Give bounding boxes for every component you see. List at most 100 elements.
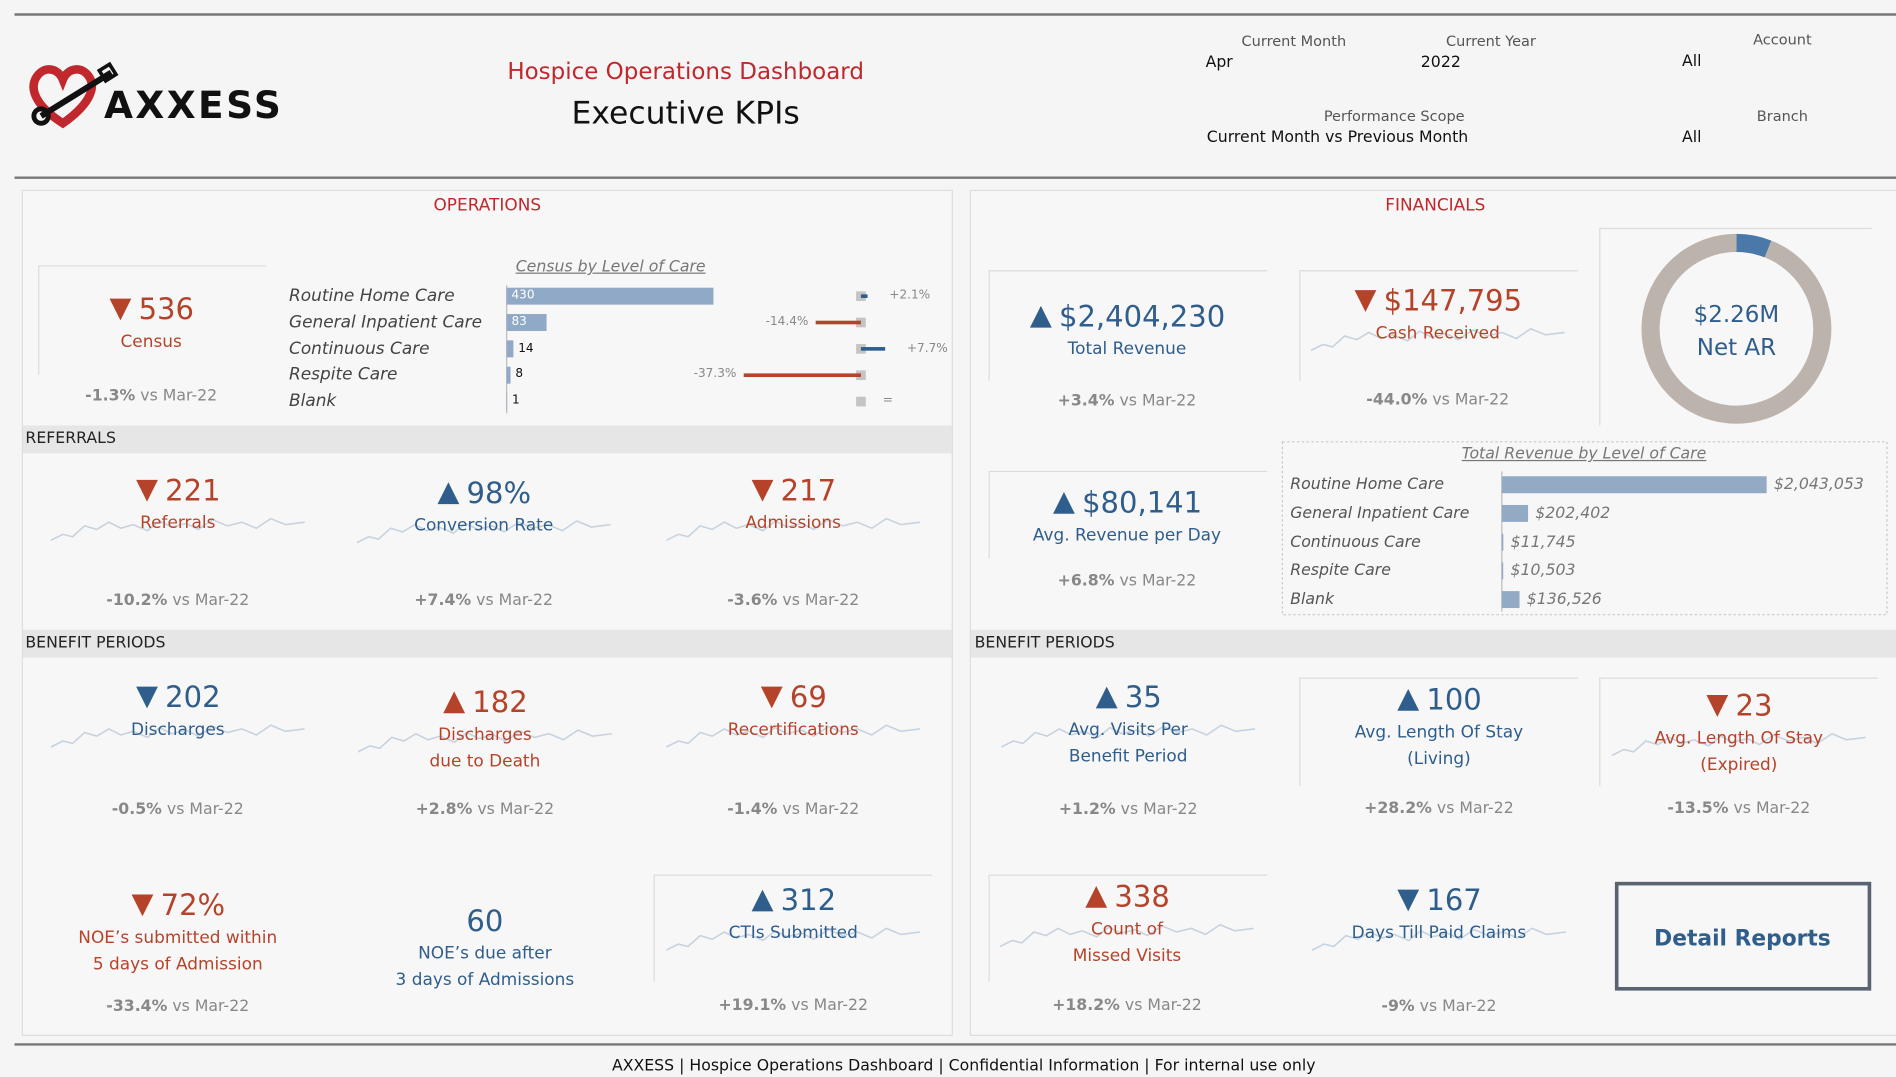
trend-arrow-shape [1095,686,1118,709]
kpi-label: due to Death [429,751,541,772]
kpi-value: 100 [1396,685,1482,714]
category-label: Blank [1290,590,1335,609]
change-compare: vs Mar-22 [782,591,860,610]
change-compare: vs Mar-22 [1119,392,1197,411]
kpi-number: $80,141 [1082,485,1203,520]
change-compare: vs Mar-22 [477,800,555,819]
filter-label: Account [1753,31,1812,49]
kpi-label: Days Till Paid Claims [1351,923,1527,943]
kpi-number: 217 [780,473,837,508]
trend-arrow [109,298,132,321]
change-compare: vs Mar-22 [172,591,250,610]
change-bar [860,294,868,298]
kpi-number: $2,404,230 [1059,299,1226,334]
change-marker [856,396,866,407]
bar-label: 8 [515,367,524,382]
change-value: +6.8% [1057,572,1115,591]
kpi-label: Total Revenue [1067,339,1187,360]
trend-arrow-shape [1397,689,1420,711]
logo-mark [29,61,119,129]
category-label: Respite Care [288,365,398,385]
change-value: +7.4% [414,591,472,610]
category-label: Routine Home Care [288,286,455,306]
kpi-value: $2,404,230 [1029,302,1225,331]
change-label: -14.4% [765,315,809,329]
trend-arrow [1397,889,1420,912]
kpi-number: 167 [1426,883,1482,918]
change-value: +18.2% [1052,996,1120,1015]
kpi-value: 60 [466,907,503,936]
filter-label: Current Year [1446,32,1536,50]
section-label: REFERRALS [25,429,116,448]
trend-arrow-shape [136,479,158,502]
change-compare: vs Mar-22 [791,996,869,1015]
trend-arrow-shape [1053,491,1075,514]
trend-arrow [1354,290,1377,312]
bar [1501,591,1520,609]
card-frame [988,470,1268,559]
trend-arrow [136,686,158,709]
donut-segment [1736,233,1772,258]
change-value: -1.4% [727,800,778,819]
kpi-change: +7.4% vs Mar-22 [414,593,553,609]
card-frame [653,874,933,982]
kpi-change: +18.2% vs Mar-22 [1052,998,1202,1014]
kpi-value: $147,795 [1353,286,1522,315]
change-value: -10.2% [106,591,168,610]
bar-label: $136,526 [1526,590,1602,609]
kpi-change: -10.2% vs Mar-22 [106,593,249,609]
filter-value: 2022 [1420,53,1461,72]
bar [1501,504,1529,522]
change-compare: vs Mar-22 [1120,800,1198,819]
trend-arrow-shape [1085,886,1108,908]
change-value: -13.5% [1667,799,1729,818]
trend-arrow [1706,695,1729,717]
kpi-number: 69 [789,680,827,715]
financials-panel [969,189,1896,1036]
kpi-value: 69 [760,683,827,712]
bar-label: 1 [511,394,520,408]
kpi-number: 100 [1426,682,1482,717]
panel-heading: FINANCIALS [1385,195,1486,216]
category-label: General Inpatient Care [288,312,483,333]
kpi-value: 217 [750,476,836,505]
change-compare: vs Mar-22 [1119,572,1197,591]
kpi-value: 167 [1396,886,1482,915]
change-value: -1.3% [85,387,136,406]
change-value: +3.4% [1057,392,1115,411]
kpi-label: Avg. Length Of Stay [1654,728,1824,749]
kpi-change: +2.8% vs Mar-22 [416,802,555,818]
kpi-label: 3 days of Admissions [395,970,575,991]
kpi-value: 182 [442,688,528,717]
kpi-label: NOE’s due after [418,944,552,964]
trend-arrow [751,889,774,912]
chart-title: Census by Level of Care [515,258,706,277]
kpi-change: +28.2% vs Mar-22 [1364,801,1514,817]
trend-arrow-shape [437,482,460,505]
bar-label: 14 [518,341,534,355]
kpi-label: Avg. Visits Per [1068,720,1188,740]
chart-title: Total Revenue by Level of Care [1461,445,1707,464]
kpi-label: Referrals [140,513,216,534]
trend-arrow [1095,686,1118,709]
bar [1501,562,1504,580]
kpi-label: Discharges [438,725,532,745]
logo-text: AXXESS [103,84,284,128]
trend-arrow-shape [760,686,783,709]
section-label: BENEFIT PERIODS [974,634,1115,653]
trend-arrow [760,686,783,709]
donut-value: $2.26M [1693,301,1780,329]
bar-label: 430 [511,288,535,303]
kpi-label: CTIs Submitted [728,923,858,943]
bar [1501,533,1504,551]
change-label: -37.3% [693,367,737,382]
detail-reports-button[interactable]: Detail Reports [1654,925,1831,952]
kpi-change: +1.2% vs Mar-22 [1059,802,1198,818]
section-bar [970,629,1896,658]
change-compare: vs Mar-22 [1733,799,1811,818]
category-label: Routine Home Care [1290,475,1445,494]
kpi-change: -44.0% vs Mar-22 [1366,392,1509,408]
chart-frame [1281,441,1888,616]
kpi-label: (Expired) [1700,755,1778,775]
